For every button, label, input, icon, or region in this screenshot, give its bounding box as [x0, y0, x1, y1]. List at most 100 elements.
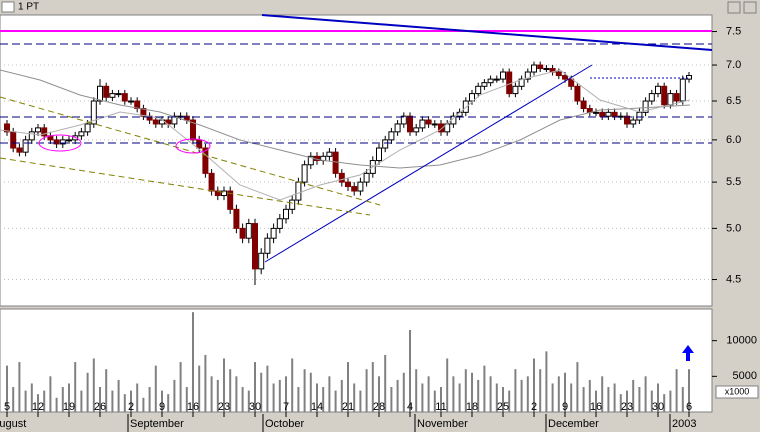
candle-body	[233, 208, 240, 229]
candle-body	[338, 172, 345, 183]
x-tick-label: 28	[373, 401, 385, 413]
candle-body	[140, 108, 147, 117]
moving-average	[0, 69, 691, 169]
candle-body	[128, 100, 134, 103]
volume-bar	[111, 390, 114, 412]
candle-body	[41, 127, 48, 137]
candle-body	[90, 100, 97, 125]
candle-body	[295, 181, 302, 201]
y-tick-label: 5000	[733, 370, 757, 382]
y-tick-label: 7.5	[726, 25, 741, 37]
candle-body	[388, 131, 395, 141]
volume-bar	[539, 369, 542, 412]
volume-bar	[595, 390, 597, 412]
candle-body	[555, 71, 562, 77]
volume-bar	[30, 383, 33, 412]
window-icon	[1, 1, 15, 13]
volume-bar	[130, 390, 132, 412]
volume-bar	[99, 387, 101, 412]
volume-bar	[12, 387, 15, 412]
volume-bar	[669, 390, 672, 412]
volume-bar	[161, 390, 163, 412]
volume-bar	[347, 362, 349, 412]
volume-bar	[644, 376, 647, 412]
volume-bar	[328, 376, 331, 412]
volume-bar	[650, 390, 653, 412]
volume-bar	[185, 387, 188, 412]
volume-bar	[502, 387, 504, 412]
candle-body	[214, 190, 221, 197]
volume-bar	[613, 383, 616, 412]
candle-body	[196, 139, 203, 149]
candle-body	[97, 85, 103, 102]
volume-bar	[204, 354, 207, 412]
volume-bar	[229, 369, 232, 412]
candle-body	[357, 181, 364, 192]
volume-bar	[92, 358, 95, 412]
candle-body	[351, 186, 358, 192]
volume-bar	[353, 383, 356, 412]
candle-body	[115, 93, 122, 96]
candle-body	[326, 151, 333, 157]
candle-body	[512, 85, 519, 95]
x-tick-label: 18	[466, 401, 478, 413]
x-tick-label: 9	[159, 401, 165, 413]
x-tick-label: 23	[218, 401, 230, 413]
highlight-ellipse	[38, 134, 82, 152]
volume-bar	[489, 376, 492, 412]
volume-bar	[74, 362, 77, 412]
volume-bar	[105, 369, 108, 412]
candle-body	[121, 93, 128, 102]
volume-bar	[198, 365, 201, 412]
volume-bar	[86, 372, 89, 412]
volume-bar	[148, 387, 151, 412]
minimize-button[interactable]	[727, 1, 741, 14]
volume-bar	[241, 387, 244, 412]
volume-bar	[117, 379, 120, 412]
volume-bar	[61, 387, 64, 412]
x-tick-label: 16	[187, 401, 199, 413]
volume-bar	[278, 379, 281, 412]
volume-bar	[235, 376, 238, 412]
close-button[interactable]	[743, 1, 757, 14]
candle-body	[469, 93, 475, 102]
candle-body	[264, 237, 271, 254]
volume-bar	[564, 372, 566, 412]
candle-body	[686, 75, 692, 80]
channel-line	[0, 157, 371, 216]
candle-body	[400, 115, 407, 125]
volume-bar	[210, 376, 213, 412]
volume-bar	[55, 397, 58, 412]
volume-bar	[657, 383, 659, 412]
volume-bar	[619, 394, 622, 412]
candle-body	[493, 78, 500, 81]
volume-bar	[254, 362, 256, 412]
volume-bar	[37, 394, 39, 412]
candle-body	[419, 119, 426, 129]
volume-bar	[409, 329, 411, 412]
volume-bar	[557, 376, 560, 412]
candle-body	[35, 127, 41, 133]
candle-body	[252, 223, 258, 270]
volume-bar	[340, 379, 343, 412]
candle-body	[462, 100, 469, 113]
candle-body	[190, 119, 196, 141]
volume-bar	[384, 354, 387, 412]
volume-bar	[303, 369, 306, 412]
x-tick-label: 26	[94, 401, 106, 413]
candle-body	[109, 93, 116, 98]
candle-body	[289, 199, 296, 210]
candle-body	[438, 123, 444, 133]
candle-body	[307, 155, 314, 166]
candle-body	[202, 147, 209, 174]
window-title: 1 PT	[18, 2, 39, 13]
volume-bar	[365, 369, 368, 412]
candle-body	[475, 85, 482, 95]
candle-body	[568, 78, 575, 87]
moving-average	[0, 69, 691, 201]
volume-bar	[378, 376, 380, 412]
candle-body	[524, 71, 531, 80]
volume-bar	[533, 358, 535, 412]
x-tick-label: 21	[342, 401, 354, 413]
